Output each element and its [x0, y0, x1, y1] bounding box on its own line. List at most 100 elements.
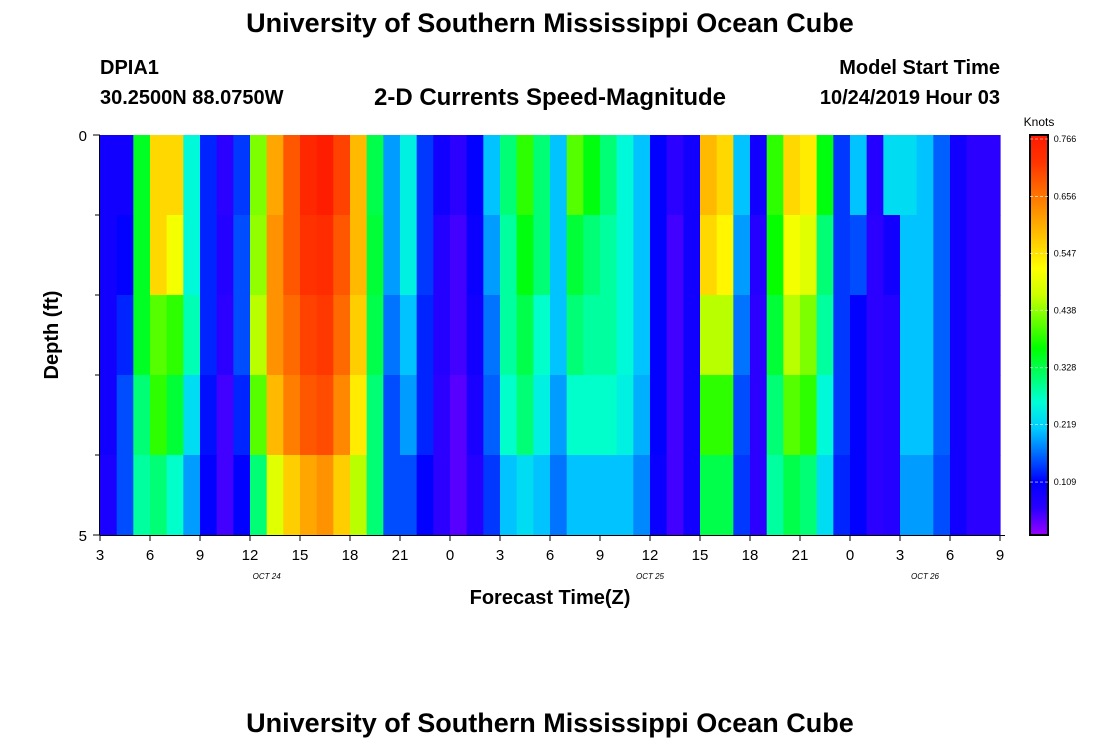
heatmap-cell [733, 455, 751, 536]
heatmap-cell [950, 135, 968, 216]
heatmap-cell [266, 135, 284, 216]
heatmap-cell [100, 135, 118, 216]
heatmap-cell [200, 375, 218, 456]
heatmap-cell [250, 455, 268, 536]
heatmap-cell [566, 455, 584, 536]
heatmap-cell [883, 455, 901, 536]
heatmap-cell [716, 295, 734, 376]
heatmap-cell [716, 455, 734, 536]
heatmap-cell [933, 455, 951, 536]
heatmap-cell [300, 135, 318, 216]
heatmap-cell [150, 375, 168, 456]
heatmap-cell [716, 375, 734, 456]
heatmap-cell [266, 375, 284, 456]
heatmap-cell [733, 135, 751, 216]
heatmap-cell [533, 455, 551, 536]
heatmap-cell [683, 375, 701, 456]
heatmap-cell [766, 295, 784, 376]
heatmap-cell [683, 135, 701, 216]
heatmap-cell [633, 215, 651, 296]
x-tick-label: 9 [596, 547, 604, 564]
heatmap-cell [350, 455, 368, 536]
heatmap-cell [383, 135, 401, 216]
heatmap-cell [800, 135, 818, 216]
heatmap-cell [216, 375, 234, 456]
heatmap-cell [800, 295, 818, 376]
heatmap-cell [500, 135, 518, 216]
heatmap-cell [650, 455, 668, 536]
y-axis-title: Depth (ft) [41, 291, 63, 380]
heatmap-cell [250, 295, 268, 376]
heatmap-cell [366, 455, 384, 536]
heatmap-cell [600, 455, 618, 536]
heatmap-cell [950, 455, 968, 536]
heatmap-cell [816, 455, 834, 536]
colorbar-tick-label: 0.109 [1054, 477, 1077, 487]
heatmap-cell [866, 295, 884, 376]
heatmap-cell [450, 375, 468, 456]
heatmap-cell [166, 135, 184, 216]
heatmap-cell [300, 295, 318, 376]
heatmap-cell [450, 135, 468, 216]
x-axis-title: Forecast Time(Z) [470, 587, 631, 609]
heatmap-cell [400, 135, 418, 216]
heatmap-cell [316, 295, 334, 376]
heatmap-cell [450, 455, 468, 536]
heatmap-cell [633, 295, 651, 376]
heatmap-cell [333, 455, 351, 536]
colorbar-label: Knots [1024, 115, 1055, 129]
heatmap-cell [166, 215, 184, 296]
heatmap-cell [850, 455, 868, 536]
heatmap-cell [933, 375, 951, 456]
heatmap-cell [400, 295, 418, 376]
heatmap-cell [800, 455, 818, 536]
x-tick-label: 21 [792, 547, 809, 564]
heatmap-cell [400, 215, 418, 296]
heatmap-cell [516, 455, 534, 536]
heatmap-cell [550, 375, 568, 456]
footer-title: University of Southern Mississippi Ocean… [246, 708, 854, 738]
heatmap-cell [483, 295, 501, 376]
x-tick-label: 12 [242, 547, 259, 564]
x-tick-label: 15 [692, 547, 709, 564]
heatmap-cell [716, 135, 734, 216]
heatmap-cell [916, 295, 934, 376]
heatmap-cell [666, 375, 684, 456]
heatmap-cell [583, 455, 601, 536]
x-tick-label: 6 [546, 547, 554, 564]
heatmap-cell [350, 215, 368, 296]
heatmap-cell [583, 135, 601, 216]
heatmap-cell [883, 215, 901, 296]
heatmap-cell [400, 375, 418, 456]
heatmap-cell [450, 215, 468, 296]
x-tick-label: 18 [742, 547, 759, 564]
heatmap-cell [600, 215, 618, 296]
heatmap-cell [133, 295, 151, 376]
heatmap-cell [116, 375, 134, 456]
heatmap-cell [266, 455, 284, 536]
heatmap-cell [616, 135, 634, 216]
heatmap-cell [616, 215, 634, 296]
heatmap-cell [666, 295, 684, 376]
x-tick-label: 18 [342, 547, 359, 564]
heatmap-cell [150, 455, 168, 536]
colorbar-gradient [1029, 134, 1049, 536]
heatmap-cell [166, 455, 184, 536]
heatmap-cell [233, 135, 251, 216]
heatmap-cell [900, 135, 918, 216]
colorbar-tick-label: 0.438 [1054, 305, 1077, 315]
heatmap-cell [466, 135, 484, 216]
heatmap-cell [783, 215, 801, 296]
heatmap-cell [516, 375, 534, 456]
x-tick-label: 6 [946, 547, 954, 564]
heatmap-cell [233, 215, 251, 296]
heatmap-cell [916, 455, 934, 536]
heatmap-cell [233, 455, 251, 536]
heatmap-cell [833, 215, 851, 296]
heatmap-cell [866, 135, 884, 216]
heatmap-cell [850, 135, 868, 216]
heatmap-cell [466, 295, 484, 376]
heatmap-cell [550, 455, 568, 536]
heatmap-cell [166, 295, 184, 376]
heatmap-cell [966, 375, 984, 456]
